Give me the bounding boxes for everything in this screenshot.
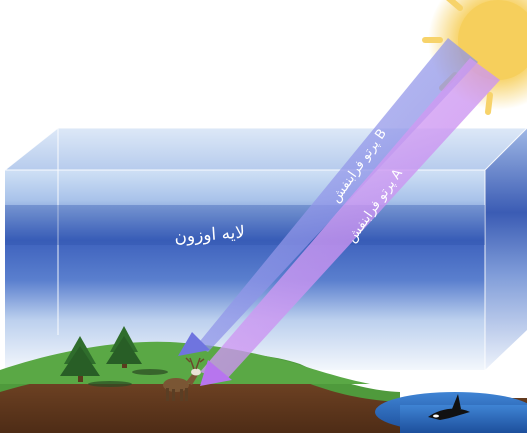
radiation-b-beam	[178, 38, 478, 356]
reindeer-icon	[163, 357, 205, 401]
orca-icon	[428, 394, 470, 420]
shadows	[88, 369, 168, 387]
ozone-layer-label: لایه اوزون	[174, 223, 246, 248]
tree-icon	[60, 336, 100, 382]
tree-icon	[106, 326, 142, 368]
ozone-band	[5, 205, 485, 245]
radiation-a-beam	[200, 58, 500, 386]
